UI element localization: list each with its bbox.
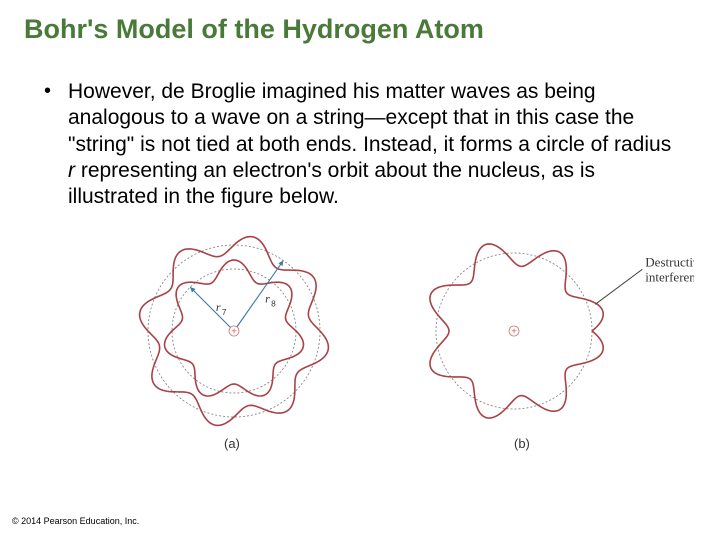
svg-text:r: r	[216, 300, 221, 314]
figure-b-annotation: Destructiveinterference	[595, 255, 694, 305]
figure-a-caption: (a)	[224, 436, 240, 451]
figure-a-nucleus-symbol: +	[231, 327, 237, 338]
bullet-part2: representing an electron's orbit about t…	[68, 159, 595, 208]
figure-b-svg: + Destructiveinterference	[414, 226, 694, 436]
svg-text:Destructive: Destructive	[645, 255, 694, 270]
figure-a: + r7 r8	[124, 226, 354, 441]
bullet-marker: •	[44, 79, 68, 210]
bullet-r: r	[68, 159, 75, 182]
svg-text:7: 7	[222, 307, 227, 317]
figure-a-radius-r8	[234, 261, 283, 331]
svg-text:r: r	[265, 292, 270, 306]
figure-a-svg: + r7 r8	[124, 226, 354, 436]
figure-b-caption: (b)	[514, 436, 530, 451]
figure-b-nucleus-symbol: +	[511, 327, 517, 338]
slide: Bohr's Model of the Hydrogen Atom • Howe…	[0, 0, 720, 540]
bullet-part1: However, de Broglie imagined his matter …	[68, 80, 671, 156]
bullet-item: • However, de Broglie imagined his matte…	[24, 79, 696, 210]
title-text: Bohr's Model of the Hydrogen Atom	[24, 14, 484, 44]
page-title: Bohr's Model of the Hydrogen Atom	[24, 14, 696, 45]
figure-a-radius-r7	[190, 287, 234, 331]
copyright-text: © 2014 Pearson Education, Inc.	[12, 516, 139, 526]
figure-area: + r7 r8 + Destructiveinterference (a) (b…	[24, 226, 696, 466]
svg-text:interference: interference	[645, 270, 694, 285]
bullet-text: However, de Broglie imagined his matter …	[68, 79, 678, 210]
svg-text:8: 8	[271, 299, 276, 309]
figure-a-label-r8: r8	[265, 292, 276, 309]
figure-b: + Destructiveinterference	[414, 226, 694, 441]
